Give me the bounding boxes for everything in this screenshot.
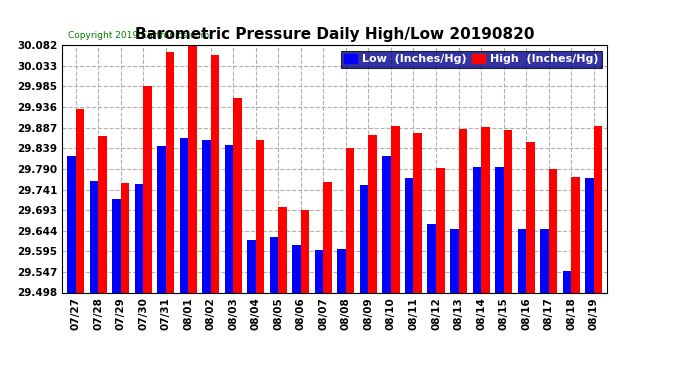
Bar xyxy=(256,140,264,292)
Bar xyxy=(166,52,175,292)
Bar xyxy=(495,168,504,292)
Bar xyxy=(391,126,400,292)
Bar xyxy=(121,183,129,292)
Bar xyxy=(67,156,76,292)
Bar xyxy=(518,229,526,292)
Bar xyxy=(413,133,422,292)
Bar xyxy=(324,182,332,292)
Bar xyxy=(233,98,242,292)
Bar xyxy=(112,199,121,292)
Bar xyxy=(293,245,301,292)
Bar xyxy=(202,140,210,292)
Bar xyxy=(436,168,444,292)
Bar xyxy=(188,45,197,292)
Bar xyxy=(210,55,219,292)
Bar xyxy=(585,178,593,292)
Bar xyxy=(337,249,346,292)
Bar xyxy=(450,229,459,292)
Bar xyxy=(76,110,84,292)
Bar xyxy=(562,271,571,292)
Bar xyxy=(157,146,166,292)
Bar xyxy=(481,127,490,292)
Bar xyxy=(540,229,549,292)
Bar xyxy=(247,240,256,292)
Bar xyxy=(473,166,481,292)
Bar xyxy=(571,177,580,292)
Bar xyxy=(405,178,413,292)
Bar xyxy=(301,210,309,292)
Legend: Low  (Inches/Hg), High  (Inches/Hg): Low (Inches/Hg), High (Inches/Hg) xyxy=(341,51,602,68)
Bar xyxy=(346,147,355,292)
Bar xyxy=(504,130,512,292)
Bar xyxy=(593,126,602,292)
Bar xyxy=(459,129,467,292)
Bar xyxy=(225,146,233,292)
Bar xyxy=(270,237,278,292)
Bar xyxy=(315,250,324,292)
Bar xyxy=(179,138,188,292)
Bar xyxy=(144,86,152,292)
Bar xyxy=(427,224,436,292)
Bar xyxy=(382,156,391,292)
Title: Barometric Pressure Daily High/Low 20190820: Barometric Pressure Daily High/Low 20190… xyxy=(135,27,534,42)
Bar xyxy=(98,136,107,292)
Bar xyxy=(526,142,535,292)
Bar xyxy=(549,169,558,292)
Bar xyxy=(278,207,287,292)
Text: Copyright 2019 Cartronics.com: Copyright 2019 Cartronics.com xyxy=(68,31,209,40)
Bar xyxy=(90,181,98,292)
Bar xyxy=(135,184,144,292)
Bar xyxy=(360,185,368,292)
Bar xyxy=(368,135,377,292)
